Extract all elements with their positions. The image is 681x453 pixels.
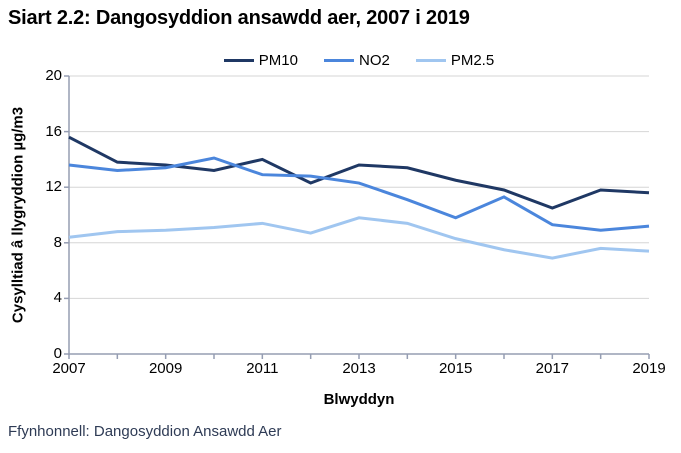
y-tick-label: 8: [53, 233, 62, 251]
x-tick-label: 2009: [148, 360, 183, 377]
x-tick-label: 2011: [246, 360, 279, 377]
legend-label: PM2.5: [450, 51, 495, 69]
legend-item-pm10: PM10: [223, 51, 298, 69]
x-tick-label: 2017: [535, 360, 570, 377]
series-line-pm10: [68, 135, 650, 210]
page-title: Siart 2.2: Dangosyddion ansawdd aer, 200…: [8, 7, 470, 29]
legend-label: NO2: [358, 51, 390, 69]
series-line-no2: [68, 156, 650, 232]
legend: PM10 NO2 PM2.5: [69, 50, 649, 70]
source-note: Ffynhonnell: Dangosyddion Ansawdd Aer: [8, 423, 282, 440]
x-tick-label: 2007: [52, 360, 86, 377]
legend-item-pm25: PM2.5: [415, 51, 495, 69]
series-line-pm25: [68, 216, 650, 260]
legend-line-swatch: [323, 58, 354, 62]
y-tick-label: 0: [53, 345, 62, 362]
x-tick-label: 2015: [438, 360, 473, 377]
y-tick-label: 16: [45, 122, 62, 140]
y-tick-label: 12: [45, 178, 62, 196]
x-axis-title: Blwyddyn: [323, 391, 395, 408]
legend-line-swatch: [415, 58, 446, 62]
legend-line-swatch: [223, 58, 254, 62]
y-tick-label: 20: [45, 67, 62, 84]
legend-item-no2: NO2: [323, 51, 390, 69]
x-tick-label: 2013: [342, 360, 376, 377]
legend-label: PM10: [258, 51, 298, 69]
y-tick-label: 4: [53, 289, 62, 307]
x-tick-label: 2019: [632, 360, 666, 377]
